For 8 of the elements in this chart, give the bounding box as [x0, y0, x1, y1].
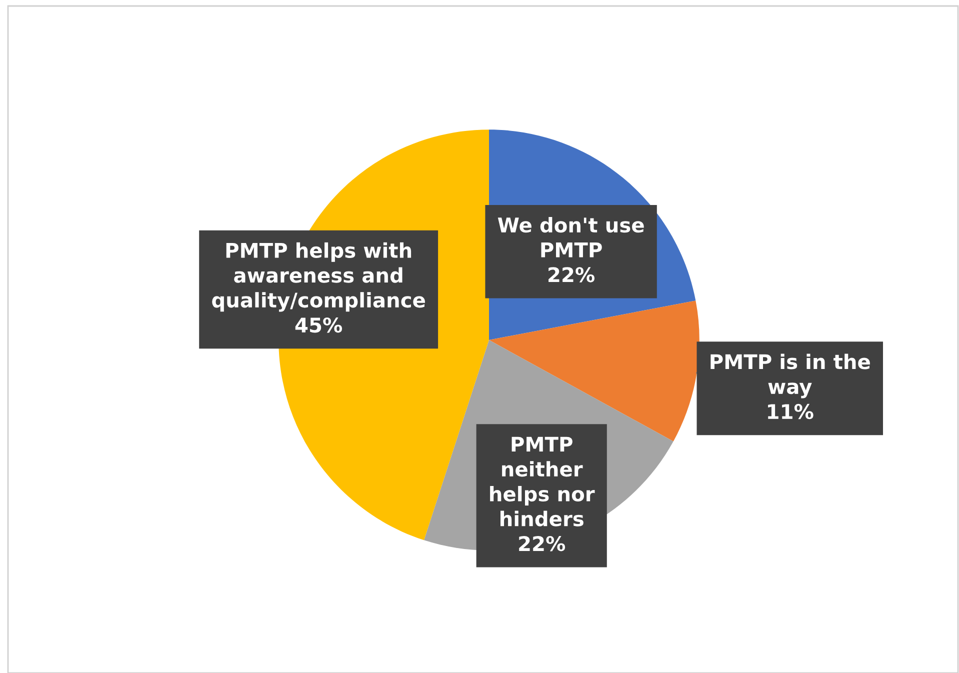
slice-label: We don't use PMTP: [498, 217, 644, 258]
slice-label: PMTP helps with awareness and quality/compliance: [212, 242, 425, 312]
data-label: 22%: [519, 536, 566, 552]
slice-label: PMTP is in the way: [710, 354, 870, 398]
slice-label: PMTP neither helps nor hinders: [490, 436, 595, 526]
data-label: 22%: [548, 267, 595, 282]
data-label: 11%: [768, 404, 814, 420]
data-label: 45%: [295, 317, 342, 333]
